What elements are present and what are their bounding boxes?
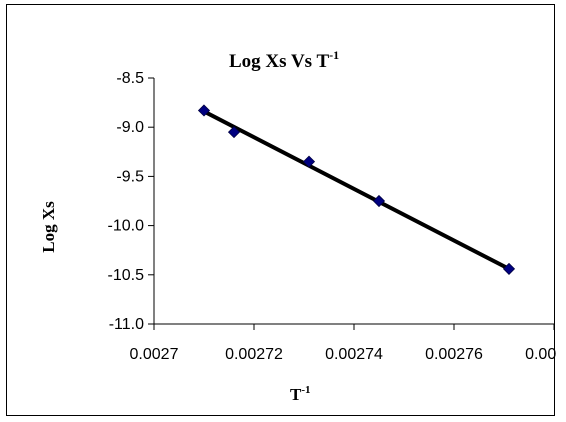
x-tick-label: 0.00274	[325, 346, 383, 363]
chart-frame: Log Xs Vs T-1 -8.5 -9.0 -9.5 -10.0 -10.5 -11.…	[6, 4, 556, 416]
trendline	[202, 109, 511, 271]
y-axis-title: Log Xs	[39, 201, 58, 253]
x-tick-label: 0.00272	[225, 346, 283, 363]
y-tick-label: -11.0	[109, 316, 144, 333]
y-tick-label: -10.5	[108, 267, 145, 284]
chart-title-text: Log Xs Vs T-1	[229, 48, 339, 72]
x-tick-label: 0.00278	[525, 346, 556, 363]
x-tick-label: 0.0027	[130, 346, 179, 363]
plot-area: -8.5 -9.0 -9.5 -10.0 -10.5 -11.0 0.0027 0.00272…	[108, 70, 556, 363]
x-axis-title-superscript: -1	[301, 384, 310, 396]
y-tick-label: -9.0	[116, 119, 144, 136]
chart-svg: Log Xs Vs T-1 -8.5 -9.0 -9.5 -10.0 -10.5 -11.…	[39, 48, 556, 404]
data-point	[372, 194, 386, 208]
y-tick-label: -8.5	[116, 70, 144, 87]
data-point	[227, 126, 241, 139]
data-point	[502, 262, 516, 275]
x-axis-title-text: T-1	[290, 384, 311, 404]
x-axis-title: T-1	[290, 384, 311, 404]
data-point	[302, 155, 316, 168]
x-tick-label: 0.00276	[425, 346, 483, 363]
y-tick-label: -9.5	[116, 168, 144, 185]
chart-title-superscript: -1	[329, 48, 339, 62]
chart-title: Log Xs Vs T-1	[229, 48, 339, 72]
y-tick-label: -10.0	[108, 218, 145, 235]
data-point	[197, 104, 211, 117]
